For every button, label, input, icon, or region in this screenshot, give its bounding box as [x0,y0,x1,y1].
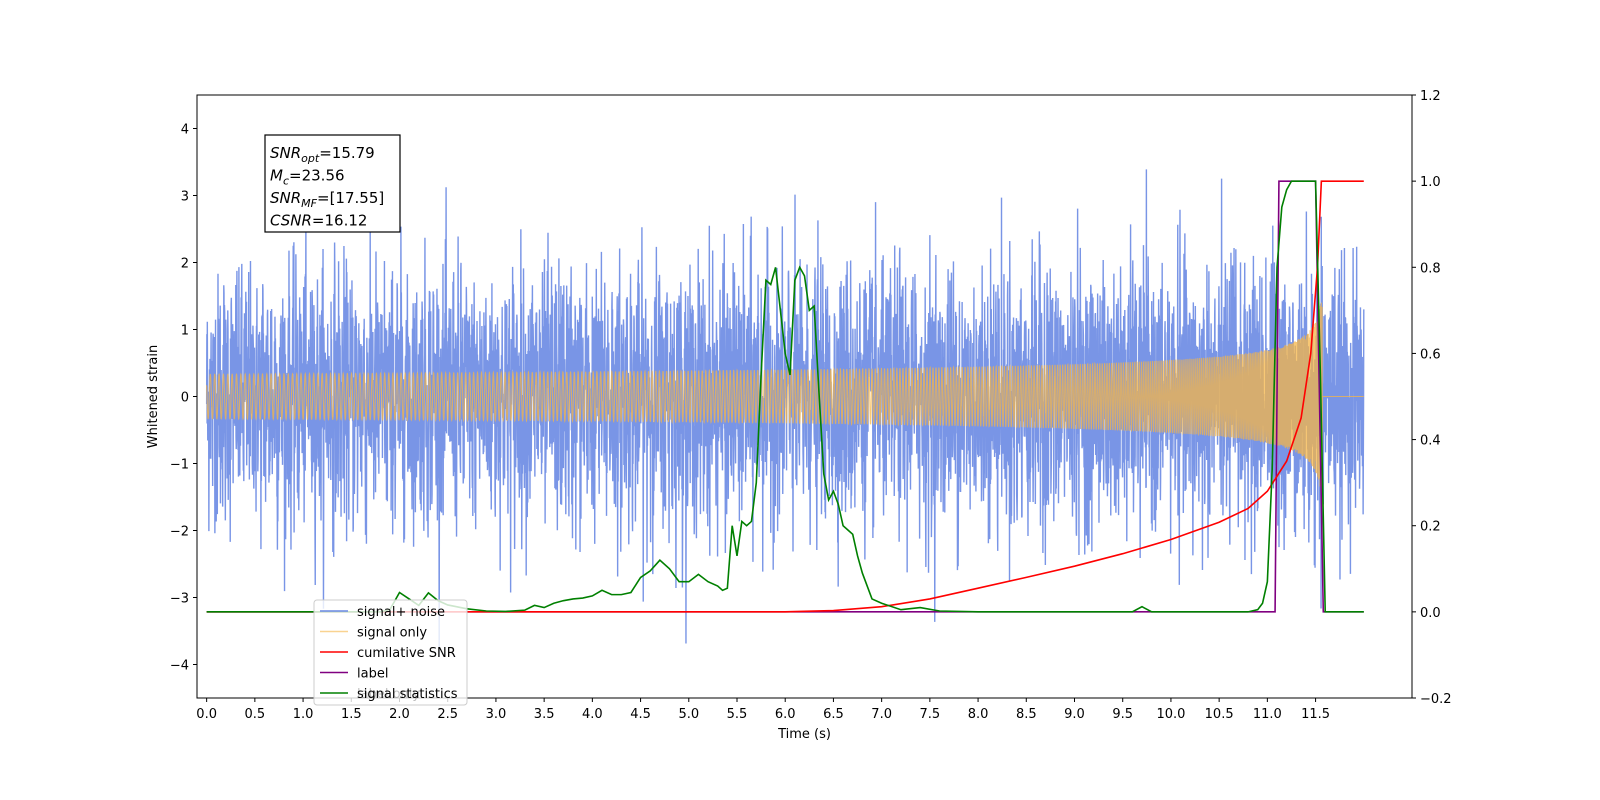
y-axis-label: Whitened strain [146,345,161,448]
x-tick-label: 9.0 [1064,707,1085,722]
legend-frame [313,599,468,706]
y-left-tick-label: 1 [181,324,189,339]
y-left-tick-label: 2 [181,257,189,272]
x-tick-label: 4.0 [582,707,603,722]
y-right-tick-label: 1.0 [1420,175,1441,190]
y-axis-right: −0.2 0.0 0.2 0.4 0.6 0.8 1.0 1.2 [1412,89,1452,707]
series-group [205,169,1365,657]
x-axis: 0.0 0.5 1.0 1.5 2.0 2.5 3.0 3.5 4.0 4.5 5.0 5.5 6.0 6… [196,698,1330,722]
x-tick-label: 10.0 [1156,707,1185,722]
y-left-tick-label: 4 [181,123,189,138]
y-axis-left: −4 −3 −2 −1 0 1 2 3 4 [170,123,197,674]
x-tick-label: 10.5 [1205,707,1234,722]
legend-label-label-only: label only [357,687,420,702]
y-right-tick-label: 0.2 [1420,520,1441,535]
x-tick-label: 1.5 [341,707,362,722]
x-tick-label: 7.0 [871,707,892,722]
annotation-line: CSNR=16.12 [270,212,367,230]
legend-label-cumulative-snr: cumilative SNR [357,646,456,661]
y-right-tick-label: −0.2 [1420,692,1452,707]
x-tick-label: 8.5 [1016,707,1037,722]
x-axis-label: Time (s) [777,727,831,742]
legend: signal+ noise signal only cumilative SNR la… [313,599,468,706]
x-tick-label: 11.5 [1301,707,1330,722]
series-signal-statistics-line [206,180,1364,613]
y-right-tick-label: 0.4 [1420,434,1441,449]
x-tick-label: 3.0 [486,707,507,722]
x-tick-label: 6.0 [775,707,796,722]
x-tick-label: 2.5 [437,707,458,722]
x-tick-label: 5.5 [727,707,748,722]
x-tick-label: 9.5 [1112,707,1133,722]
x-tick-label: 8.0 [968,707,989,722]
legend-label-signal-only: signal only [357,626,427,641]
annotation-line: SNRopt=15.79 [270,144,375,165]
legend-label-signal-noise: signal+ noise [357,605,445,620]
y-right-tick-label: 1.2 [1420,89,1441,104]
series-signal-only-line [206,302,1364,507]
x-tick-label: 6.5 [823,707,844,722]
annotation-line: SNRMF=[17.55] [270,189,384,210]
x-tick-label: 1.0 [293,707,314,722]
annotation-line: Mc=23.56 [270,167,345,188]
x-tick-label: 3.5 [534,707,555,722]
legend-label-label: label [357,667,388,682]
y-left-tick-label: −2 [170,525,189,540]
x-tick-label: 0.0 [196,707,217,722]
x-tick-label: 5.0 [678,707,699,722]
y-right-tick-label: 0.6 [1420,347,1441,362]
annotation-frame [264,134,401,233]
y-right-tick-label: 0.0 [1420,606,1441,621]
x-tick-label: 7.5 [920,707,941,722]
y-left-tick-label: −4 [170,659,189,674]
legend-label-signal-statistics: signal statistics [357,687,458,702]
x-tick-label: 2.0 [389,707,410,722]
y-right-tick-label: 0.8 [1420,261,1441,276]
x-tick-label: 4.5 [630,707,651,722]
y-left-tick-label: −3 [170,592,189,607]
y-left-tick-label: 0 [181,391,189,406]
y-left-tick-label: −1 [170,458,189,473]
x-tick-label: 11.0 [1253,707,1282,722]
plot-area [205,169,1365,657]
x-tick-label: 0.5 [245,707,266,722]
y-left-tick-label: 3 [181,190,189,205]
